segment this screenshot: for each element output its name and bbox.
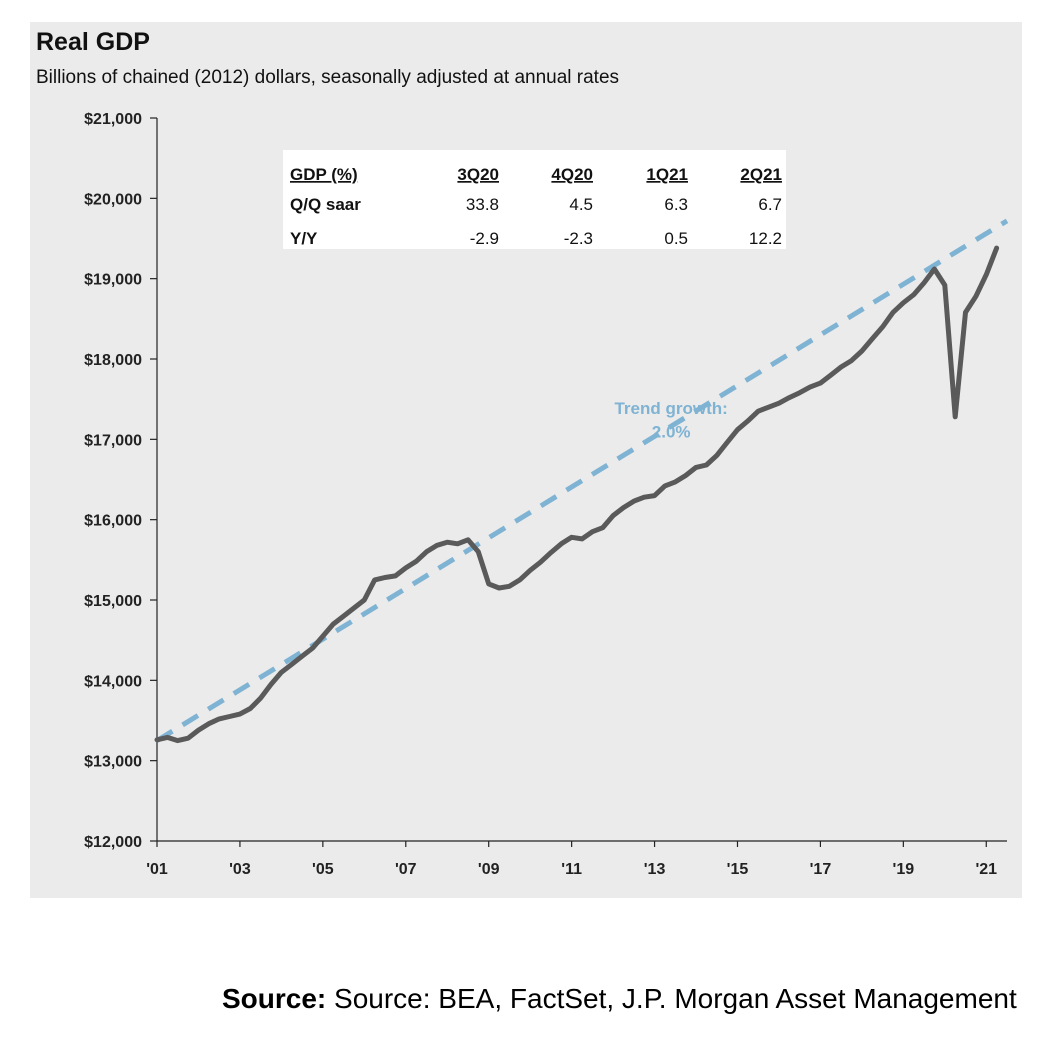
chart-title: Real GDP [36, 28, 150, 56]
x-tick-label: '11 [561, 861, 582, 878]
y-tick-label: $17,000 [84, 432, 142, 449]
y-tick-label: $19,000 [84, 272, 142, 289]
table-row-label: Q/Q saar [290, 195, 361, 214]
x-tick-label: '13 [644, 861, 666, 878]
gdp-table-background [283, 150, 786, 249]
source-note: Source: Source: BEA, FactSet, J.P. Morga… [222, 983, 1017, 1015]
table-cell: 12.2 [749, 229, 782, 248]
table-header-cell: 4Q20 [551, 165, 593, 184]
x-tick-label: '03 [229, 861, 251, 878]
table-cell: 6.3 [664, 195, 688, 214]
table-header-cell: GDP (%) [290, 165, 358, 184]
table-header-cell: 2Q21 [740, 165, 782, 184]
table-cell: 4.5 [569, 195, 593, 214]
table-header-cell: 3Q20 [457, 165, 499, 184]
x-tick-label: '17 [810, 861, 832, 878]
trend-annotation-label: Trend growth: [614, 399, 727, 418]
y-tick-label: $12,000 [84, 834, 142, 851]
gdp-line-chart: $12,000 $13,000 $14,000 $15,000 $16,000 $17,0… [84, 111, 1009, 878]
real-gdp-line [154, 245, 1000, 744]
x-tick-label: '09 [478, 861, 500, 878]
source-text: Source: BEA, FactSet, J.P. Morgan Asset … [326, 983, 1017, 1014]
source-label: Source: [222, 983, 327, 1014]
y-tick-label: $14,000 [84, 673, 142, 690]
table-header-cell: 1Q21 [646, 165, 688, 184]
x-tick-label: '05 [312, 861, 334, 878]
x-tick-label: '01 [146, 861, 168, 878]
trend-growth-line [155, 218, 1009, 743]
trend-annotation-value: 2.0% [652, 422, 691, 441]
y-tick-label: $18,000 [84, 352, 142, 369]
x-tick-label: '21 [975, 861, 997, 878]
table-cell: 6.7 [758, 195, 782, 214]
y-tick-label: $16,000 [84, 513, 142, 530]
y-tick-label: $20,000 [84, 191, 142, 208]
table-cell: -2.3 [564, 229, 593, 248]
x-tick-label: '15 [727, 861, 749, 878]
chart-subtitle: Billions of chained (2012) dollars, seas… [36, 67, 620, 88]
x-tick-label: '07 [395, 861, 417, 878]
table-cell: 33.8 [466, 195, 499, 214]
table-cell: -2.9 [470, 229, 499, 248]
table-row-label: Y/Y [290, 229, 318, 248]
y-tick-label: $21,000 [84, 111, 142, 128]
y-tick-label: $15,000 [84, 593, 142, 610]
y-tick-label: $13,000 [84, 754, 142, 771]
x-tick-label: '19 [893, 861, 915, 878]
table-cell: 0.5 [664, 229, 688, 248]
